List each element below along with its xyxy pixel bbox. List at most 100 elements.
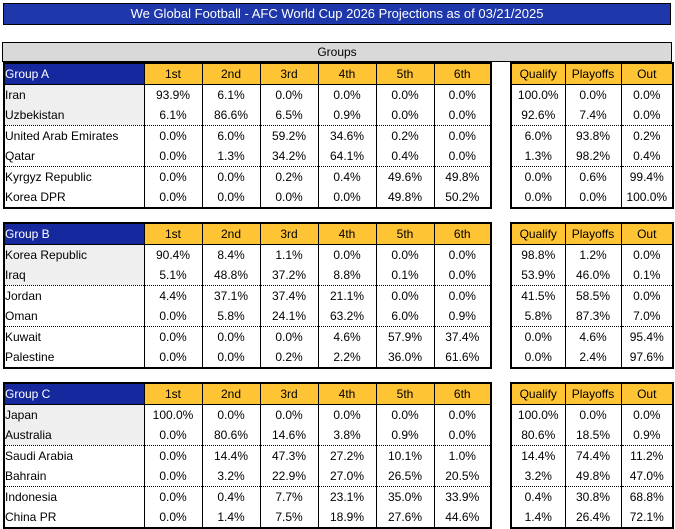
position-header: 4th [317,62,377,85]
outcome-value-cell: 53.9% [510,265,566,286]
position-value-cell: 100.0% [143,404,203,425]
team-name-cell: Australia [3,425,145,446]
outcome-row: 1.4% 26.4% 72.1% [510,507,674,528]
position-value-cell: 26.5% [375,466,435,487]
outcome-row: 80.6% 18.5% 0.9% [510,425,674,446]
position-value-cell: 6.1% [201,84,261,105]
outcome-value-cell: 2.4% [564,347,622,368]
position-value-cell: 1.1% [259,244,319,265]
group-outcomes-table: Qualify Playoffs Out 98.8% 1.2% 0.0% 53.9% 46.… [510,222,674,369]
outcome-row: 1.3% 98.2% 0.4% [510,146,674,167]
team-name-cell: Kuwait [3,326,145,347]
position-value-cell: 0.1% [375,265,435,286]
position-value-cell: 23.1% [317,486,377,507]
outcome-value-cell: 0.2% [620,125,674,146]
outcome-value-cell: 47.0% [620,466,674,487]
outcome-row: 0.0% 0.6% 99.4% [510,166,674,187]
outcome-value-cell: 1.2% [564,244,622,265]
team-row: Saudi Arabia 0.0% 14.4% 47.3% 27.2% 10.1% 1.0% [3,445,492,466]
position-value-cell: 0.0% [201,347,261,368]
position-header: 3rd [259,62,319,85]
position-value-cell: 0.0% [143,166,203,187]
group-section-group-b: Group B 1st 2nd 3rd 4th 5th 6th Korea Republic… [0,222,675,369]
outcome-header: Out [620,62,674,85]
outcome-header: Playoffs [564,222,622,245]
position-value-cell: 8.4% [201,244,261,265]
position-value-cell: 37.4% [433,326,492,347]
position-value-cell: 0.0% [259,404,319,425]
position-value-cell: 0.0% [317,84,377,105]
outcome-row: 100.0% 0.0% 0.0% [510,84,674,105]
position-value-cell: 0.0% [375,404,435,425]
position-value-cell: 37.1% [201,285,261,306]
position-value-cell: 14.6% [259,425,319,446]
position-value-cell: 0.0% [143,146,203,167]
position-value-cell: 90.4% [143,244,203,265]
outcome-value-cell: 0.0% [564,187,622,208]
outcome-value-cell: 80.6% [510,425,566,446]
position-value-cell: 0.0% [375,84,435,105]
outcome-value-cell: 41.5% [510,285,566,306]
position-header: 2nd [201,382,261,405]
outcome-value-cell: 74.4% [564,445,622,466]
position-value-cell: 0.0% [317,404,377,425]
position-value-cell: 33.9% [433,486,492,507]
outcome-value-cell: 0.6% [564,166,622,187]
team-name-cell: Palestine [3,347,145,368]
position-value-cell: 20.5% [433,466,492,487]
outcome-value-cell: 99.4% [620,166,674,187]
team-row: Jordan 4.4% 37.1% 37.4% 21.1% 0.0% 0.0% [3,285,492,306]
outcome-row: 6.0% 93.8% 0.2% [510,125,674,146]
outcome-row: 3.2% 49.8% 47.0% [510,466,674,487]
outcome-value-cell: 0.1% [620,265,674,286]
outcome-value-cell: 100.0% [510,404,566,425]
position-header: 4th [317,222,377,245]
position-value-cell: 0.4% [375,146,435,167]
team-row: Japan 100.0% 0.0% 0.0% 0.0% 0.0% 0.0% [3,404,492,425]
outcome-value-cell: 0.0% [564,84,622,105]
team-row: Korea Republic 90.4% 8.4% 1.1% 0.0% 0.0% 0.0% [3,244,492,265]
outcome-row: 53.9% 46.0% 0.1% [510,265,674,286]
position-value-cell: 0.0% [143,466,203,487]
team-row: Palestine 0.0% 0.0% 0.2% 2.2% 36.0% 61.6% [3,347,492,368]
position-value-cell: 14.4% [201,445,261,466]
position-value-cell: 0.0% [433,265,492,286]
outcome-value-cell: 3.2% [510,466,566,487]
position-value-cell: 49.8% [433,166,492,187]
team-row: Oman 0.0% 5.8% 24.1% 63.2% 6.0% 0.9% [3,306,492,327]
position-value-cell: 0.0% [143,486,203,507]
position-value-cell: 48.8% [201,265,261,286]
group-positions-table: Group C 1st 2nd 3rd 4th 5th 6th Japan 100.0% 0.0… [3,382,492,529]
group-outcomes-table: Qualify Playoffs Out 100.0% 0.0% 0.0% 92.6% 7.… [510,62,674,209]
team-name-cell: Iraq [3,265,145,286]
position-value-cell: 0.9% [433,306,492,327]
outcome-value-cell: 5.8% [510,306,566,327]
outcome-value-cell: 72.1% [620,507,674,528]
outcome-value-cell: 0.0% [620,244,674,265]
team-name-cell: Korea DPR [3,187,145,208]
position-value-cell: 49.6% [375,166,435,187]
team-name-cell: Jordan [3,285,145,306]
outcome-value-cell: 0.0% [620,404,674,425]
outcome-value-cell: 93.8% [564,125,622,146]
position-value-cell: 0.0% [201,326,261,347]
position-value-cell: 0.0% [433,404,492,425]
position-value-cell: 3.8% [317,425,377,446]
position-value-cell: 1.4% [201,507,261,528]
position-value-cell: 36.0% [375,347,435,368]
team-name-cell: Bahrain [3,466,145,487]
position-value-cell: 22.9% [259,466,319,487]
team-row: Korea DPR 0.0% 0.0% 0.0% 0.0% 49.8% 50.2% [3,187,492,208]
position-value-cell: 6.0% [375,306,435,327]
outcome-row: 0.0% 4.6% 95.4% [510,326,674,347]
position-value-cell: 0.2% [259,347,319,368]
team-row: Qatar 0.0% 1.3% 34.2% 64.1% 0.4% 0.0% [3,146,492,167]
position-value-cell: 8.8% [317,265,377,286]
position-value-cell: 5.1% [143,265,203,286]
position-value-cell: 2.2% [317,347,377,368]
position-header: 1st [143,62,203,85]
outcome-row: 98.8% 1.2% 0.0% [510,244,674,265]
position-value-cell: 0.0% [433,105,492,126]
outcome-header: Out [620,382,674,405]
outcome-row: 14.4% 74.4% 11.2% [510,445,674,466]
